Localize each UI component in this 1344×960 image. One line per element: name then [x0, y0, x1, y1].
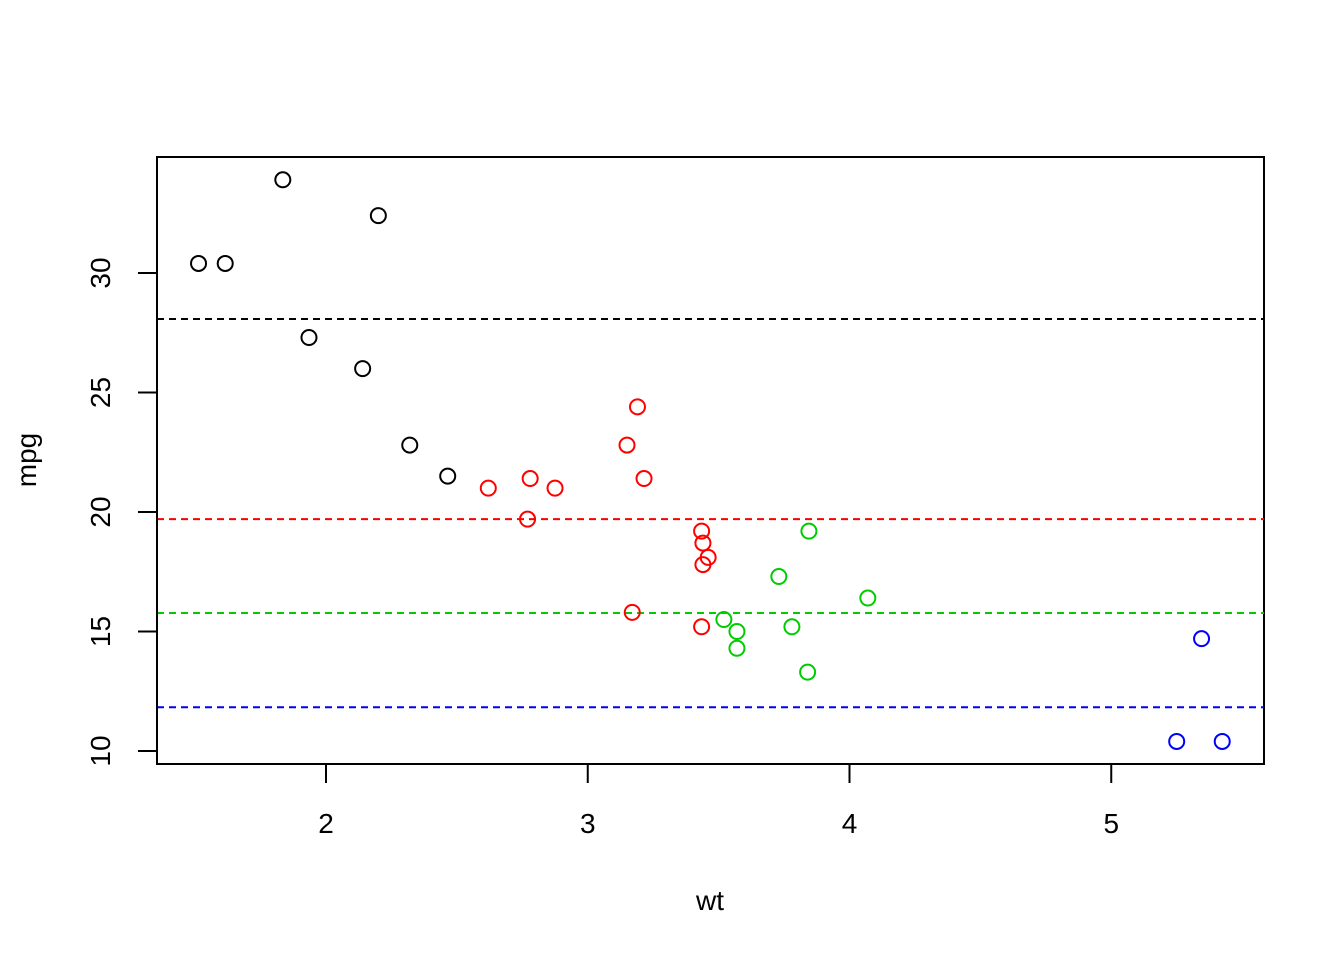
data-point	[300, 329, 318, 347]
data-point	[519, 510, 537, 528]
data-point	[728, 623, 746, 640]
data-point	[694, 534, 712, 552]
data-point	[693, 618, 711, 636]
data-point	[783, 618, 801, 636]
y-tick-label: 25	[85, 377, 116, 408]
data-point	[1193, 630, 1211, 648]
x-tick-label: 5	[1103, 808, 1119, 839]
data-point	[799, 663, 817, 681]
data-point	[800, 522, 818, 540]
data-point	[216, 254, 234, 272]
data-point	[190, 254, 208, 272]
y-axis: 10 15 20 25 30	[85, 257, 158, 767]
y-tick-label: 20	[85, 496, 116, 527]
x-tick-label: 2	[318, 808, 334, 839]
data-point	[1168, 732, 1186, 750]
y-tick-label: 15	[85, 616, 116, 647]
x-tick-label: 4	[842, 808, 858, 839]
data-point	[699, 548, 717, 566]
x-tick-label: 3	[580, 808, 596, 839]
data-point	[770, 568, 788, 586]
data-point	[635, 470, 653, 488]
y-tick-label: 10	[85, 735, 116, 766]
data-points	[190, 171, 1231, 750]
data-point	[715, 611, 733, 629]
y-axis-label: mpg	[11, 433, 42, 487]
x-axis-label: wt	[695, 885, 724, 916]
mean-lines	[157, 318, 1264, 709]
data-point	[623, 603, 641, 621]
data-point	[439, 467, 457, 485]
y-tick-label: 30	[85, 257, 116, 288]
data-point	[859, 589, 877, 607]
plot-frame	[156, 156, 1265, 765]
data-point	[546, 479, 564, 497]
data-point	[401, 436, 419, 454]
data-point	[479, 479, 497, 497]
data-point	[274, 171, 292, 189]
data-point	[369, 207, 387, 225]
data-point	[693, 522, 711, 540]
data-point	[728, 639, 746, 657]
x-axis: 2 3 4 5	[318, 763, 1119, 839]
data-point	[354, 360, 372, 378]
data-point	[1213, 732, 1231, 750]
data-point	[618, 436, 636, 454]
data-point	[521, 470, 539, 488]
data-point	[628, 398, 646, 416]
